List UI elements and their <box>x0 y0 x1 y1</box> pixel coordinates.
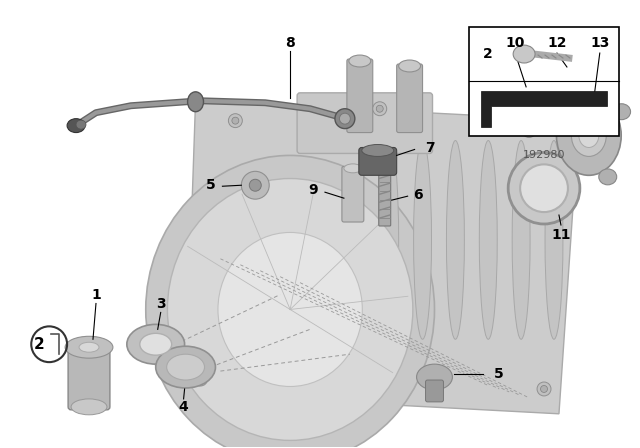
Ellipse shape <box>572 115 606 156</box>
Text: 192980: 192980 <box>523 151 565 160</box>
Ellipse shape <box>376 105 383 112</box>
Ellipse shape <box>525 127 532 134</box>
Ellipse shape <box>372 102 387 116</box>
Text: 10: 10 <box>506 36 525 50</box>
Ellipse shape <box>349 55 371 67</box>
Ellipse shape <box>417 364 452 390</box>
Polygon shape <box>186 101 579 414</box>
Text: 13: 13 <box>590 36 609 50</box>
Text: 11: 11 <box>551 228 571 242</box>
Text: 7: 7 <box>425 142 435 155</box>
Ellipse shape <box>232 117 239 124</box>
Ellipse shape <box>335 109 355 129</box>
Ellipse shape <box>193 372 207 386</box>
FancyBboxPatch shape <box>359 147 397 175</box>
Ellipse shape <box>168 179 413 440</box>
FancyBboxPatch shape <box>379 169 390 226</box>
Ellipse shape <box>524 89 534 96</box>
FancyBboxPatch shape <box>426 380 444 402</box>
Text: 12: 12 <box>547 36 566 50</box>
FancyBboxPatch shape <box>347 59 372 133</box>
Ellipse shape <box>579 124 599 147</box>
FancyBboxPatch shape <box>68 344 110 410</box>
Text: 2: 2 <box>483 47 492 61</box>
Ellipse shape <box>140 333 172 355</box>
Ellipse shape <box>520 164 568 212</box>
Text: 2: 2 <box>34 337 45 352</box>
Ellipse shape <box>241 171 269 199</box>
Ellipse shape <box>76 120 86 129</box>
Ellipse shape <box>399 60 420 72</box>
Bar <box>469 27 619 136</box>
Ellipse shape <box>362 145 394 156</box>
Ellipse shape <box>447 141 465 339</box>
Ellipse shape <box>522 124 536 138</box>
Ellipse shape <box>146 155 435 448</box>
Polygon shape <box>481 91 607 127</box>
Text: 4: 4 <box>179 400 188 414</box>
Ellipse shape <box>166 354 205 380</box>
Ellipse shape <box>541 385 547 392</box>
Ellipse shape <box>344 164 362 173</box>
Ellipse shape <box>71 399 107 415</box>
Ellipse shape <box>612 104 630 120</box>
Ellipse shape <box>156 346 216 388</box>
Ellipse shape <box>508 152 580 224</box>
Ellipse shape <box>127 324 184 364</box>
Text: 1: 1 <box>91 288 101 302</box>
Ellipse shape <box>339 113 350 124</box>
Ellipse shape <box>218 233 362 387</box>
Ellipse shape <box>228 114 243 128</box>
Ellipse shape <box>250 179 261 191</box>
Ellipse shape <box>537 382 551 396</box>
Ellipse shape <box>413 141 431 339</box>
Ellipse shape <box>545 141 563 339</box>
Text: 9: 9 <box>308 183 318 197</box>
Ellipse shape <box>479 141 497 339</box>
Ellipse shape <box>188 92 204 112</box>
Ellipse shape <box>561 86 579 102</box>
Ellipse shape <box>79 342 99 352</box>
Ellipse shape <box>562 68 576 78</box>
Ellipse shape <box>556 96 621 175</box>
Ellipse shape <box>518 86 540 100</box>
FancyBboxPatch shape <box>397 64 422 133</box>
Ellipse shape <box>513 45 535 63</box>
FancyBboxPatch shape <box>297 93 433 154</box>
Ellipse shape <box>65 336 113 358</box>
Ellipse shape <box>599 169 617 185</box>
Ellipse shape <box>197 375 204 383</box>
Ellipse shape <box>381 141 399 339</box>
Text: 5: 5 <box>494 367 504 381</box>
Text: 3: 3 <box>156 297 166 311</box>
FancyBboxPatch shape <box>342 166 364 222</box>
Text: 5: 5 <box>205 178 215 192</box>
Ellipse shape <box>67 119 85 133</box>
Text: 6: 6 <box>413 188 422 202</box>
Text: 8: 8 <box>285 36 295 50</box>
Ellipse shape <box>512 141 530 339</box>
